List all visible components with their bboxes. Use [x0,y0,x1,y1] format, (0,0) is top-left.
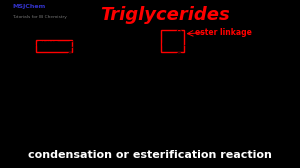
Text: triglyceride + water: triglyceride + water [153,121,213,126]
Text: HO: HO [47,64,59,73]
Text: -: - [157,41,160,50]
Text: OH: OH [37,64,49,73]
Text: -: - [76,64,79,73]
Text: R": R" [80,64,89,73]
Text: OH: OH [37,87,49,96]
Text: =: = [67,33,73,42]
Text: -: - [157,64,160,73]
Text: C: C [149,41,154,50]
Text: -: - [76,41,79,50]
Text: C: C [149,64,154,73]
Text: -: - [32,41,35,50]
Text: H: H [148,103,154,112]
Text: O: O [175,29,182,38]
Text: H: H [8,87,14,96]
Text: C: C [149,87,154,96]
Text: -: - [143,64,146,73]
Text: HO: HO [47,87,59,96]
Text: C: C [24,64,29,73]
Text: O: O [224,64,231,73]
Text: -: - [76,87,79,96]
Text: R": R" [189,64,198,73]
Text: C: C [67,64,73,73]
Text: Triglycerides: Triglycerides [100,6,230,24]
Text: -: - [61,64,64,73]
Text: -: - [170,41,173,50]
Text: C: C [67,41,73,50]
Text: H: H [150,29,156,38]
Text: C: C [24,87,29,96]
Text: -: - [184,64,187,73]
Text: -: - [170,87,173,96]
Text: R': R' [81,41,89,50]
Text: -: - [18,64,21,73]
Text: -: - [18,41,21,50]
Text: H: H [135,87,141,96]
Text: O: O [161,41,168,50]
Text: H: H [28,29,34,38]
Text: H: H [8,64,14,73]
Text: C: C [176,64,181,73]
Text: C: C [176,87,181,96]
Text: =: = [67,79,73,88]
Text: C: C [176,41,181,50]
Text: 2: 2 [222,70,226,75]
Text: glycerol + 3 fatty acids: glycerol + 3 fatty acids [12,121,81,126]
Text: +  3 H: + 3 H [193,64,218,73]
Text: -: - [184,41,187,50]
Text: R"': R"' [188,87,199,96]
Text: H: H [135,41,141,50]
Text: -: - [143,87,146,96]
Text: -: - [170,64,173,73]
Text: O: O [161,64,168,73]
Text: HO: HO [47,41,59,50]
Text: C: C [67,87,73,96]
Text: H: H [8,41,14,50]
Text: -: - [184,87,187,96]
Text: MSJChem: MSJChem [12,4,45,9]
Text: O: O [67,52,73,60]
Text: -: - [61,41,64,50]
Text: R': R' [190,41,197,50]
Text: H: H [28,103,34,112]
Text: O: O [161,87,168,96]
Text: -: - [32,87,35,96]
Text: -: - [18,87,21,96]
Bar [36,40,72,52]
Text: H: H [135,64,141,73]
Text: -: - [32,64,35,73]
Text: O: O [67,29,73,38]
Text: -: - [157,87,160,96]
Text: +: + [52,64,61,74]
Text: condensation or esterification reaction: condensation or esterification reaction [28,150,272,160]
Text: -: - [61,87,64,96]
Text: ester linkage: ester linkage [195,28,252,37]
Text: C: C [24,41,29,50]
Text: OH: OH [37,41,49,50]
Text: Tutorials for IB Chemistry: Tutorials for IB Chemistry [12,15,67,19]
Text: O: O [175,52,182,60]
Text: O: O [67,74,73,83]
Text: =: = [67,56,73,65]
Text: R"': R"' [79,87,91,96]
Text: -: - [143,41,146,50]
Bar [160,30,184,52]
Text: O: O [175,74,182,83]
